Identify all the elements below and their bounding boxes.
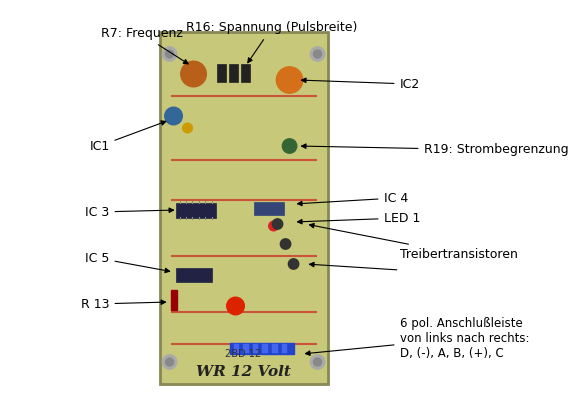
Text: 6 pol. Anschlußleiste
von links nach rechts:
D, (-), A, B, (+), C: 6 pol. Anschlußleiste von links nach rec… xyxy=(306,316,529,360)
Text: R 13: R 13 xyxy=(81,298,165,310)
Bar xyxy=(262,344,268,353)
Bar xyxy=(217,64,226,82)
Text: R19: Strombegrenzung: R19: Strombegrenzung xyxy=(302,144,568,156)
Circle shape xyxy=(162,355,177,369)
Circle shape xyxy=(310,355,325,369)
Text: IC1: IC1 xyxy=(89,121,166,152)
Circle shape xyxy=(183,123,193,133)
Circle shape xyxy=(227,297,244,315)
Bar xyxy=(253,344,258,353)
Bar xyxy=(241,64,249,82)
Circle shape xyxy=(288,259,299,269)
Circle shape xyxy=(269,221,278,231)
Bar xyxy=(234,344,239,353)
Text: R7: Frequenz: R7: Frequenz xyxy=(100,28,188,64)
Circle shape xyxy=(273,219,282,229)
Text: WR 12 Volt: WR 12 Volt xyxy=(196,365,291,379)
Circle shape xyxy=(276,67,303,93)
Bar xyxy=(171,290,177,310)
Text: Treibertransistoren: Treibertransistoren xyxy=(310,224,517,260)
Circle shape xyxy=(310,47,325,61)
Bar xyxy=(229,64,238,82)
Circle shape xyxy=(314,358,321,366)
Circle shape xyxy=(165,358,173,366)
Bar xyxy=(230,343,293,354)
Circle shape xyxy=(314,50,321,58)
Circle shape xyxy=(282,139,297,153)
Text: IC 4: IC 4 xyxy=(298,192,408,206)
Bar xyxy=(281,344,287,353)
Bar xyxy=(176,268,212,282)
Text: 2BD 12: 2BD 12 xyxy=(226,349,262,359)
Circle shape xyxy=(165,107,182,125)
Bar xyxy=(253,202,284,215)
Circle shape xyxy=(162,47,177,61)
Bar xyxy=(243,344,249,353)
Bar xyxy=(160,32,328,384)
Bar xyxy=(176,203,216,218)
Circle shape xyxy=(181,61,206,87)
Text: IC 5: IC 5 xyxy=(85,252,169,273)
Text: R16: Spannung (Pulsbreite): R16: Spannung (Pulsbreite) xyxy=(186,22,357,63)
Text: IC 3: IC 3 xyxy=(85,206,173,218)
Bar xyxy=(272,344,278,353)
Text: LED 1: LED 1 xyxy=(298,212,420,224)
Circle shape xyxy=(280,239,291,249)
Text: IC2: IC2 xyxy=(302,78,420,90)
Circle shape xyxy=(165,50,173,58)
